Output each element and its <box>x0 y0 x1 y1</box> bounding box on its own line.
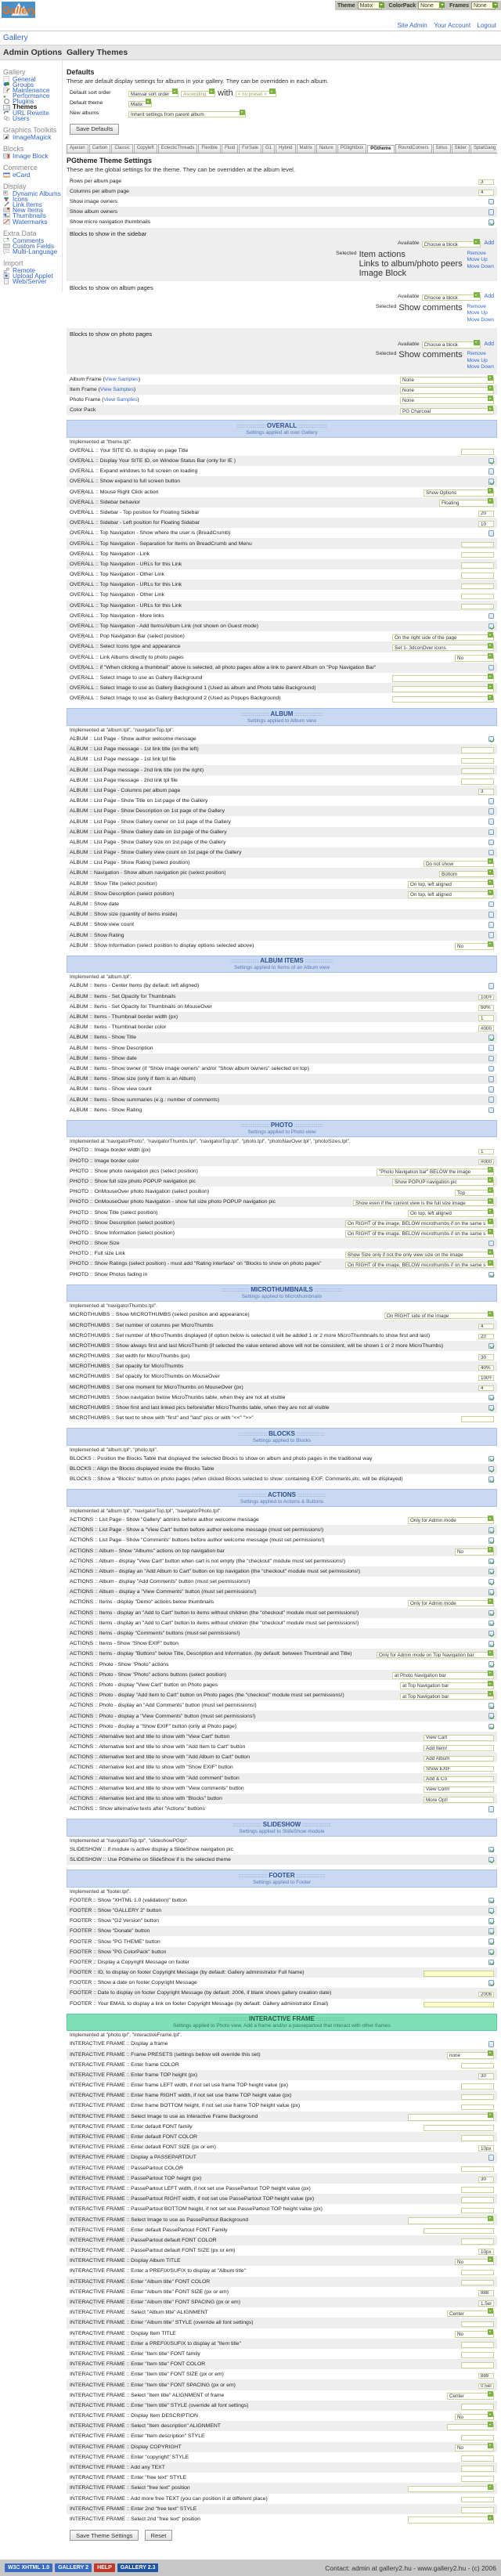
svg-text:Gallery: Gallery <box>2 4 35 16</box>
